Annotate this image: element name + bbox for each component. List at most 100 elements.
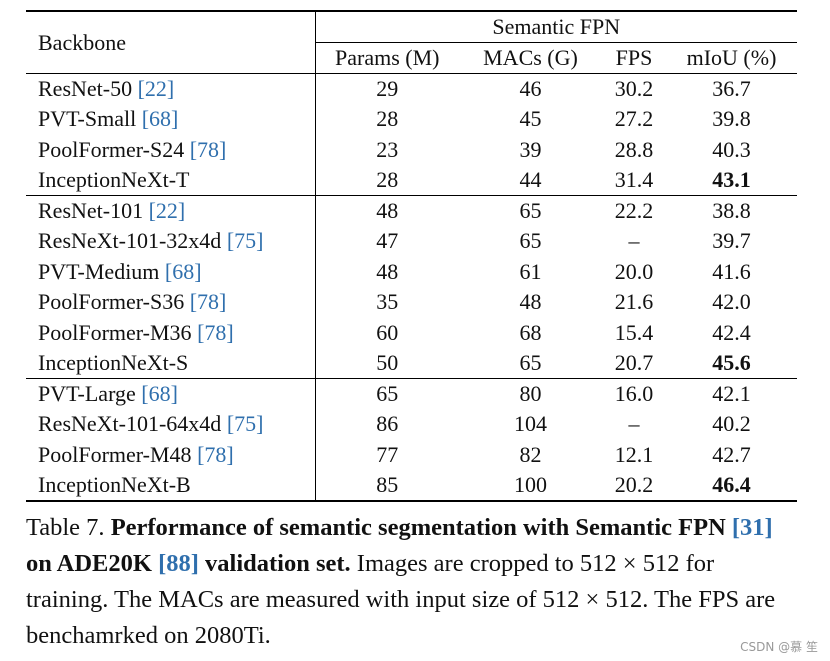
- cell-miou: 40.3: [712, 136, 751, 162]
- col-header-params: Params (M): [315, 42, 459, 74]
- backbone-cell: ResNet-101 [22]: [26, 195, 316, 226]
- caption-cite-b[interactable]: [88]: [158, 550, 199, 577]
- backbone-name: ResNet-101: [38, 198, 144, 223]
- cell-params: 65: [315, 378, 459, 409]
- citation-link[interactable]: [78]: [197, 319, 234, 345]
- cell-miou: 43.1: [666, 165, 797, 196]
- caption-bold-c: validation set.: [205, 550, 351, 577]
- backbone-name: ResNeXt-101-32x4d: [38, 228, 222, 254]
- backbone-cell: InceptionNeXt-T: [26, 165, 316, 196]
- table-row: ResNet-50 [22] 29 46 30.2 36.7: [26, 73, 798, 104]
- cell-macs: 39: [519, 136, 542, 162]
- col-header-miou: mIoU (%): [666, 42, 798, 74]
- cell-params: 86: [376, 411, 399, 437]
- cell-params: 23: [376, 136, 399, 162]
- citation-link[interactable]: [78]: [189, 289, 227, 315]
- cell-macs: 44: [519, 167, 542, 192]
- cell-macs: 104: [514, 411, 547, 437]
- backbone-name: ResNet-50: [38, 76, 133, 101]
- col-header-macs: MACs (G): [459, 42, 602, 74]
- cell-miou: 38.8: [666, 195, 798, 226]
- cell-fps: 27.2: [614, 106, 654, 132]
- caption-bold-b: on ADE20K: [26, 550, 152, 577]
- cell-miou: 39.7: [712, 228, 751, 254]
- table-body: ResNet-50 [22] 29 46 30.2 36.7 PVT-Small [68]…: [26, 73, 798, 502]
- caption-text: Images are cropped to 512 × 512 for trai…: [26, 550, 776, 649]
- cell-params: 35: [376, 289, 399, 315]
- cell-fps: 22.2: [602, 195, 666, 226]
- cell-fps: 21.6: [614, 289, 654, 315]
- backbone-name: ResNeXt-101-64x4d: [38, 411, 222, 437]
- cell-params: 50: [376, 350, 399, 375]
- table-row: PoolFormer-S24 [78] 23 39 28.8 40.3: [26, 134, 797, 165]
- citation-link[interactable]: [68]: [141, 106, 179, 132]
- cell-miou: 40.2: [712, 411, 751, 437]
- citation-link[interactable]: [68]: [141, 381, 178, 406]
- cell-miou: 41.6: [712, 258, 751, 284]
- cell-miou: 46.4: [666, 470, 798, 502]
- backbone-cell: PoolFormer-M48 [78]: [26, 439, 316, 470]
- citation-link[interactable]: [78]: [189, 136, 227, 162]
- table-row: PoolFormer-M48 [78] 77 82 12.1 42.7: [26, 439, 797, 470]
- table-row: PVT-Small [68] 28 45 27.2 39.8: [26, 104, 797, 135]
- cell-params: 28: [376, 106, 399, 132]
- cell-fps: 20.7: [614, 350, 654, 375]
- table-row: ResNeXt-101-32x4d [75] 47 65 – 39.7: [26, 226, 797, 257]
- caption-label: Table 7.: [26, 514, 105, 541]
- backbone-cell: InceptionNeXt-S: [26, 348, 316, 379]
- backbone-cell: ResNet-50 [22]: [26, 73, 316, 104]
- cell-fps: 31.4: [614, 167, 654, 192]
- backbone-name: InceptionNeXt-B: [38, 471, 191, 497]
- backbone-name: PoolFormer-M48: [38, 441, 192, 467]
- cell-macs: 68: [519, 319, 542, 345]
- cell-fps: 20.0: [614, 258, 654, 284]
- table-row: PVT-Large [68] 65 80 16.0 42.1: [26, 378, 798, 409]
- backbone-name: PoolFormer-S36: [38, 289, 185, 315]
- caption-bold-a: Performance of semantic segmentation wit…: [110, 514, 726, 541]
- table-row: ResNeXt-101-64x4d [75] 86 104 – 40.2: [26, 409, 797, 440]
- cell-fps: 15.4: [614, 319, 654, 345]
- cell-macs: 100: [459, 470, 602, 502]
- cell-miou: 45.6: [666, 348, 797, 379]
- citation-link[interactable]: [68]: [164, 258, 202, 284]
- cell-miou: 42.7: [712, 441, 751, 467]
- cell-miou: 36.7: [666, 73, 798, 104]
- cell-fps: 30.2: [602, 73, 666, 104]
- table-caption: Table 7. Performance of semantic segment…: [26, 510, 796, 654]
- cell-params: 28: [376, 167, 399, 192]
- cell-macs: 48: [519, 289, 542, 315]
- table-row: PoolFormer-S36 [78] 35 48 21.6 42.0: [26, 287, 797, 318]
- backbone-cell: ResNeXt-101-32x4d [75]: [26, 226, 316, 257]
- best-miou-value: 45.6: [712, 350, 751, 375]
- backbone-cell: PVT-Large [68]: [26, 378, 316, 409]
- backbone-cell: PoolFormer-M36 [78]: [26, 317, 316, 348]
- table-row: PoolFormer-M36 [78] 60 68 15.4 42.4: [26, 317, 797, 348]
- backbone-cell: InceptionNeXt-B: [26, 470, 316, 502]
- caption-cite-a[interactable]: [31]: [731, 514, 773, 541]
- citation-link[interactable]: [22]: [148, 198, 186, 223]
- table-row: InceptionNeXt-B 85 100 20.2 46.4: [26, 470, 798, 502]
- cell-params: 48: [376, 258, 399, 284]
- results-table: Backbone Semantic FPN Params (M) MACs (G…: [26, 10, 798, 502]
- backbone-name: PVT-Medium: [38, 258, 160, 284]
- table-row: InceptionNeXt-T 28 44 31.4 43.1: [26, 165, 797, 196]
- cell-macs: 46: [459, 73, 602, 104]
- cell-fps: 16.0: [602, 378, 666, 409]
- cell-macs: 65: [459, 195, 602, 226]
- citation-link[interactable]: [75]: [226, 411, 264, 437]
- backbone-cell: PVT-Small [68]: [26, 104, 316, 135]
- table-row: ResNet-101 [22] 48 65 22.2 38.8: [26, 195, 798, 226]
- citation-link[interactable]: [78]: [197, 441, 234, 467]
- backbone-cell: PoolFormer-S36 [78]: [26, 287, 316, 318]
- citation-link[interactable]: [22]: [137, 76, 175, 101]
- col-header-fps: FPS: [602, 42, 666, 74]
- cell-fps: 28.8: [614, 136, 654, 162]
- table-row: InceptionNeXt-S 50 65 20.7 45.6: [26, 348, 797, 379]
- cell-miou: 42.0: [712, 289, 751, 315]
- best-miou-value: 46.4: [712, 471, 751, 497]
- backbone-name: InceptionNeXt-T: [38, 167, 190, 192]
- citation-link[interactable]: [75]: [226, 228, 264, 254]
- watermark: CSDN @慕 笙: [740, 640, 818, 654]
- cell-params: 29: [315, 73, 459, 104]
- cell-macs: 45: [519, 106, 542, 132]
